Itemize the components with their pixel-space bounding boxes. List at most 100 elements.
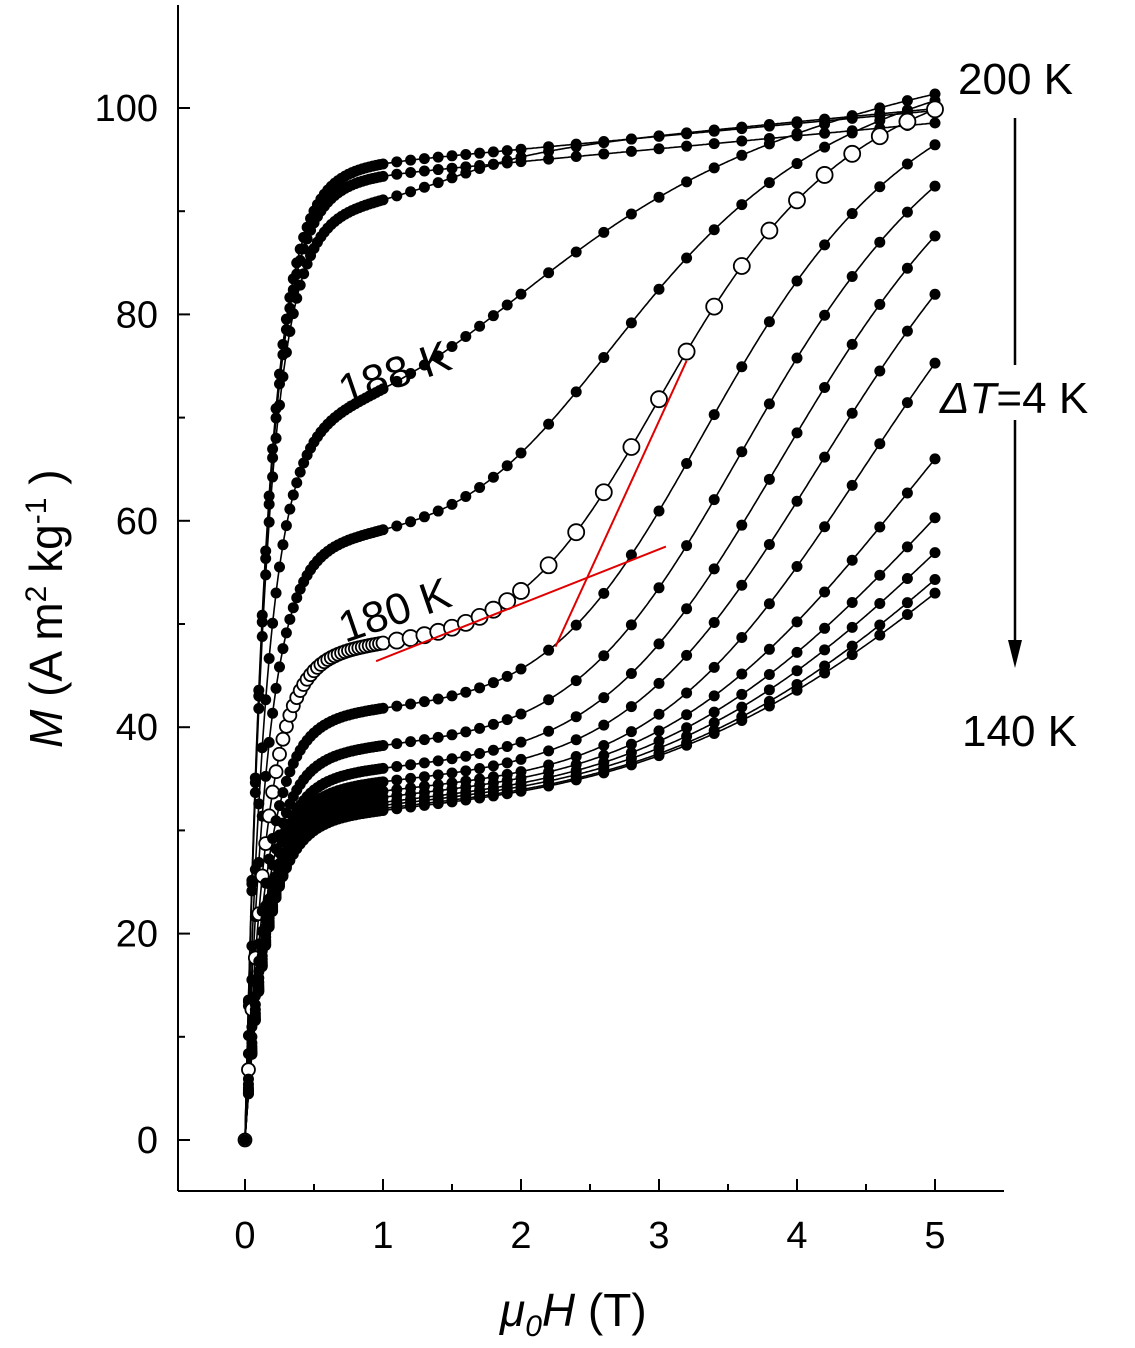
marker [901, 206, 913, 218]
curve-140k [244, 592, 936, 1141]
marker [791, 665, 803, 677]
marker [653, 725, 665, 737]
marker [446, 498, 458, 510]
marker [405, 759, 417, 771]
marker [291, 477, 303, 489]
marker [405, 516, 417, 528]
marker [708, 728, 720, 740]
marker [291, 592, 303, 604]
marker [681, 140, 693, 152]
marker [501, 155, 513, 167]
marker [681, 603, 693, 615]
marker [418, 359, 430, 371]
marker-open [898, 112, 917, 131]
marker [405, 698, 417, 710]
marker [791, 646, 803, 658]
marker [543, 745, 555, 757]
tangent-line-1 [375, 545, 667, 663]
marker [763, 538, 775, 550]
marker [846, 596, 858, 608]
marker [625, 738, 637, 750]
marker [287, 308, 299, 320]
marker [819, 239, 831, 251]
marker [929, 357, 941, 369]
marker [874, 236, 886, 248]
marker [260, 553, 272, 565]
marker [487, 790, 499, 802]
marker [598, 352, 610, 364]
marker [280, 627, 292, 639]
marker [846, 110, 858, 122]
marker [274, 399, 285, 411]
curve-172k [244, 185, 936, 1141]
marker [377, 740, 389, 752]
marker [515, 736, 527, 748]
y-tick-label: 40 [116, 707, 158, 749]
marker [418, 511, 430, 523]
marker-open [926, 100, 944, 119]
marker [274, 561, 285, 573]
marker [708, 124, 720, 136]
marker [267, 707, 279, 719]
marker [274, 661, 285, 673]
marker [405, 167, 417, 179]
marker [501, 670, 513, 682]
marker [929, 180, 941, 192]
marker [284, 766, 296, 778]
marker [763, 398, 775, 410]
marker [681, 722, 693, 734]
marker [474, 147, 486, 159]
marker [474, 747, 486, 759]
marker [418, 771, 430, 783]
marker [874, 438, 886, 450]
marker [294, 466, 306, 478]
markers-196k [239, 117, 941, 1146]
marker [377, 383, 389, 395]
marker [625, 133, 637, 145]
marker [901, 597, 913, 609]
delta-t-label: ΔT=4 K [939, 374, 1088, 423]
marker [260, 569, 272, 581]
marker [515, 753, 527, 765]
marker [474, 163, 486, 175]
marker [246, 885, 258, 897]
marker [460, 167, 472, 179]
marker [874, 629, 886, 641]
marker [432, 731, 444, 743]
marker [432, 177, 444, 189]
marker [446, 690, 458, 702]
marker [791, 116, 803, 128]
marker [246, 1048, 258, 1060]
marker [501, 460, 513, 472]
marker [653, 708, 665, 720]
y-tick-label: 80 [116, 294, 158, 336]
markers-188k [239, 88, 941, 1146]
marker [708, 661, 720, 673]
marker [901, 572, 913, 584]
marker [277, 371, 289, 383]
marker [653, 677, 665, 689]
marker [708, 162, 720, 174]
marker [270, 412, 282, 424]
marker [543, 725, 555, 737]
marker [446, 729, 458, 741]
marker [708, 617, 720, 629]
marker [736, 688, 748, 700]
marker [446, 162, 458, 174]
marker [487, 760, 499, 772]
marker [267, 471, 279, 483]
marker [432, 755, 444, 767]
marker [391, 774, 403, 786]
marker-open [677, 342, 696, 361]
marker [253, 985, 265, 997]
marker [874, 181, 886, 193]
tangent-line-2 [554, 360, 688, 648]
marker [653, 638, 665, 650]
marker [253, 702, 265, 714]
marker [391, 738, 403, 750]
marker [267, 452, 279, 464]
marker [301, 258, 313, 270]
marker [763, 684, 775, 696]
marker [929, 512, 941, 524]
marker [929, 574, 941, 586]
